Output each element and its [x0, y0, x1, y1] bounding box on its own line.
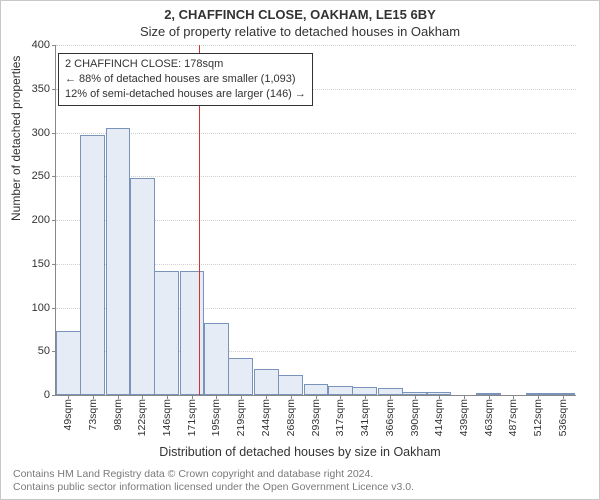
histogram-bar [352, 387, 377, 395]
x-tick-label: 122sqm [136, 399, 148, 436]
annotation-box: 2 CHAFFINCH CLOSE: 178sqm ← 88% of detac… [58, 53, 313, 106]
histogram-bar [204, 323, 229, 395]
y-tick-label: 400 [10, 39, 56, 51]
footnote-line-2: Contains public sector information licen… [13, 481, 414, 495]
chart-container: 2, CHAFFINCH CLOSE, OAKHAM, LE15 6BY Siz… [0, 0, 600, 500]
annotation-line-2: ← 88% of detached houses are smaller (1,… [65, 72, 306, 87]
footnote-line-1: Contains HM Land Registry data © Crown c… [13, 468, 414, 482]
x-tick-label: 171sqm [186, 399, 198, 436]
footnote: Contains HM Land Registry data © Crown c… [13, 468, 414, 495]
y-tick-label: 50 [10, 345, 56, 357]
histogram-bar [278, 375, 303, 395]
x-tick-label: 293sqm [310, 399, 322, 436]
histogram-bar [378, 388, 403, 395]
x-tick-label: 439sqm [458, 399, 470, 436]
chart-subtitle: Size of property relative to detached ho… [1, 24, 599, 39]
y-tick-label: 0 [10, 389, 56, 401]
x-axis-label: Distribution of detached houses by size … [1, 445, 599, 459]
histogram-bar [304, 384, 329, 395]
histogram-bar [228, 358, 253, 395]
x-tick-label: 219sqm [235, 399, 247, 436]
histogram-bar [106, 128, 131, 395]
x-tick-label: 390sqm [409, 399, 421, 436]
histogram-bar [130, 178, 155, 395]
histogram-bar [80, 135, 105, 395]
x-tick-label: 512sqm [532, 399, 544, 436]
histogram-bar [180, 271, 205, 395]
grid-line [56, 133, 576, 134]
x-tick-label: 487sqm [507, 399, 519, 436]
x-tick-label: 146sqm [161, 399, 173, 436]
histogram-bar [154, 271, 179, 395]
x-tick-label: 366sqm [384, 399, 396, 436]
x-tick-label: 98sqm [112, 399, 124, 431]
x-tick-label: 317sqm [334, 399, 346, 436]
x-tick-label: 463sqm [483, 399, 495, 436]
x-tick-label: 414sqm [433, 399, 445, 436]
x-tick-label: 49sqm [62, 399, 74, 431]
y-tick-label: 150 [10, 258, 56, 270]
histogram-bar [328, 386, 353, 395]
y-tick-label: 100 [10, 302, 56, 314]
histogram-bar [254, 369, 279, 395]
x-tick-label: 268sqm [285, 399, 297, 436]
y-tick-label: 300 [10, 127, 56, 139]
y-tick-label: 250 [10, 170, 56, 182]
grid-line [56, 45, 576, 46]
x-tick-label: 341sqm [359, 399, 371, 436]
annotation-line-3: 12% of semi-detached houses are larger (… [65, 87, 306, 102]
x-tick-label: 195sqm [210, 399, 222, 436]
chart-title: 2, CHAFFINCH CLOSE, OAKHAM, LE15 6BY [1, 7, 599, 22]
x-tick-label: 73sqm [87, 399, 99, 431]
x-tick-label: 536sqm [557, 399, 569, 436]
y-tick-label: 350 [10, 83, 56, 95]
y-tick-label: 200 [10, 214, 56, 226]
x-tick-label: 244sqm [260, 399, 272, 436]
histogram-bar [56, 331, 81, 395]
annotation-line-1: 2 CHAFFINCH CLOSE: 178sqm [65, 57, 306, 72]
plot-wrap: 05010015020025030035040049sqm73sqm98sqm1… [55, 45, 575, 395]
